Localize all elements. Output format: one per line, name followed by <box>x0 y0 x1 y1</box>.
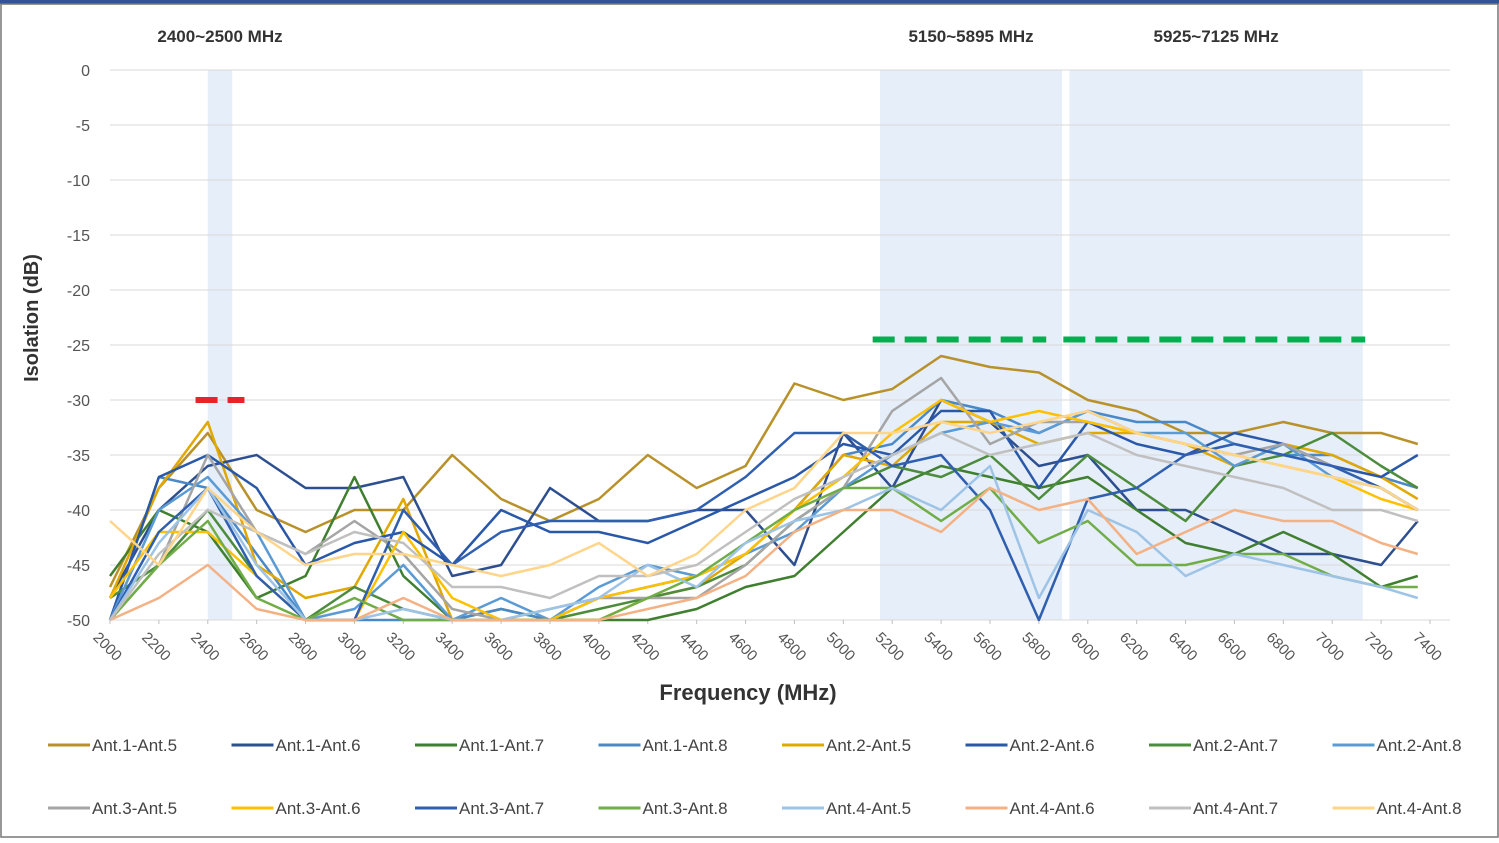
legend-label: Ant.1-Ant.8 <box>643 736 728 755</box>
top-border <box>0 0 1499 4</box>
legend-label: Ant.4-Ant.7 <box>1193 799 1278 818</box>
y-axis-title: Isolation (dB) <box>21 254 43 382</box>
legend-label: Ant.3-Ant.8 <box>643 799 728 818</box>
legend-label: Ant.3-Ant.7 <box>459 799 544 818</box>
legend-label: Ant.2-Ant.7 <box>1193 736 1278 755</box>
legend-label: Ant.3-Ant.6 <box>276 799 361 818</box>
legend-label: Ant.4-Ant.6 <box>1010 799 1095 818</box>
legend-label: Ant.4-Ant.5 <box>826 799 911 818</box>
series-line <box>109 486 1418 622</box>
legend-label: Ant.4-Ant.8 <box>1377 799 1462 818</box>
y-tick-label: -20 <box>67 283 90 300</box>
series-line <box>109 409 1419 578</box>
series-line <box>108 431 1419 621</box>
series-line <box>108 464 1419 622</box>
y-tick-label: -30 <box>67 393 90 410</box>
legend-label: Ant.2-Ant.5 <box>826 736 911 755</box>
legend-label: Ant.1-Ant.6 <box>276 736 361 755</box>
x-axis-title: Frequency (MHz) <box>659 680 836 705</box>
y-tick-label: -25 <box>67 338 90 355</box>
y-tick-label: -15 <box>67 228 90 245</box>
band-label: 5150~5895 MHz <box>908 27 1033 46</box>
legend-label: Ant.2-Ant.8 <box>1377 736 1462 755</box>
y-tick-label: -10 <box>67 173 90 190</box>
legend-label: Ant.1-Ant.7 <box>459 736 544 755</box>
series-line <box>108 409 1419 621</box>
legend-label: Ant.1-Ant.5 <box>92 736 177 755</box>
legend-label: Ant.3-Ant.5 <box>92 799 177 818</box>
y-tick-label: 0 <box>81 63 90 80</box>
y-tick-label: -50 <box>67 613 90 630</box>
band-label: 5925~7125 MHz <box>1153 27 1278 46</box>
legend-label: Ant.2-Ant.6 <box>1010 736 1095 755</box>
series-line <box>109 486 1419 622</box>
frame <box>0 3 1499 838</box>
y-tick-label: -40 <box>67 503 90 520</box>
y-tick-label: -5 <box>76 118 90 135</box>
band-label: 2400~2500 MHz <box>157 27 282 46</box>
y-tick-label: -35 <box>67 448 90 465</box>
y-tick-label: -45 <box>67 558 90 575</box>
